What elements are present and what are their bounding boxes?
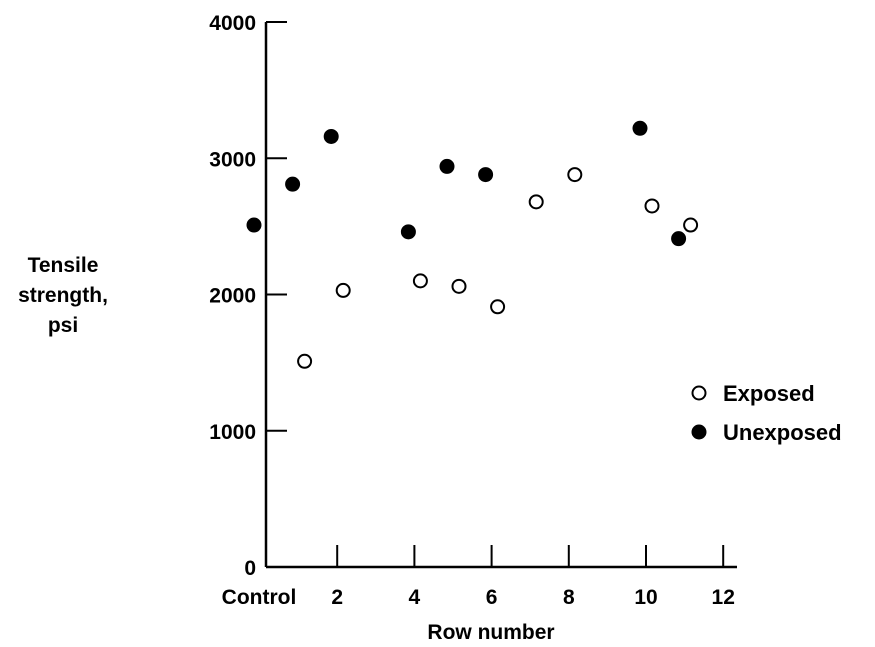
legend-marker-exposed [691, 385, 707, 401]
point-unexposed [285, 176, 301, 192]
x-tick-label: 8 [563, 586, 575, 609]
x-tick-label: Control [222, 586, 297, 609]
legend: Exposed Unexposed [691, 381, 842, 445]
x-tick-label: 6 [486, 586, 498, 609]
point-unexposed [323, 128, 339, 144]
point-exposed [567, 167, 583, 183]
point-unexposed [439, 158, 455, 174]
y-ticks: 0 1000 2000 3000 4000 [209, 12, 287, 580]
point-exposed [335, 282, 351, 298]
point-exposed [412, 273, 428, 289]
y-tick-label: 1000 [209, 421, 256, 444]
legend-label-unexposed: Unexposed [723, 420, 842, 445]
legend-marker-unexposed [691, 424, 707, 440]
y-axis-title: Tensile strength, psi [18, 254, 108, 337]
x-tick-label: 12 [712, 586, 735, 609]
x-axis-title: Row number [427, 621, 554, 644]
point-exposed [297, 353, 313, 369]
point-exposed [528, 194, 544, 210]
y-tick-label: 0 [244, 557, 256, 580]
data-points [246, 120, 699, 369]
y-axis-title-line-2: strength, [18, 284, 108, 307]
x-tick-label: 10 [634, 586, 657, 609]
y-tick-label: 3000 [209, 148, 256, 171]
y-axis-title-line-3: psi [48, 314, 78, 337]
point-unexposed [632, 120, 648, 136]
x-tick-label: 4 [409, 586, 421, 609]
point-exposed [490, 299, 506, 315]
x-ticks: Control 2 4 6 8 10 12 [222, 545, 735, 609]
y-tick-label: 4000 [209, 12, 256, 35]
point-unexposed [400, 224, 416, 240]
point-unexposed [478, 167, 494, 183]
x-tick-label: 2 [331, 586, 343, 609]
y-axis-title-line-1: Tensile [28, 254, 99, 277]
legend-label-exposed: Exposed [723, 381, 815, 406]
point-exposed [451, 278, 467, 294]
point-exposed [644, 198, 660, 214]
y-tick-label: 2000 [209, 285, 256, 308]
point-unexposed [246, 217, 262, 233]
point-unexposed [671, 231, 687, 247]
point-exposed [683, 217, 699, 233]
